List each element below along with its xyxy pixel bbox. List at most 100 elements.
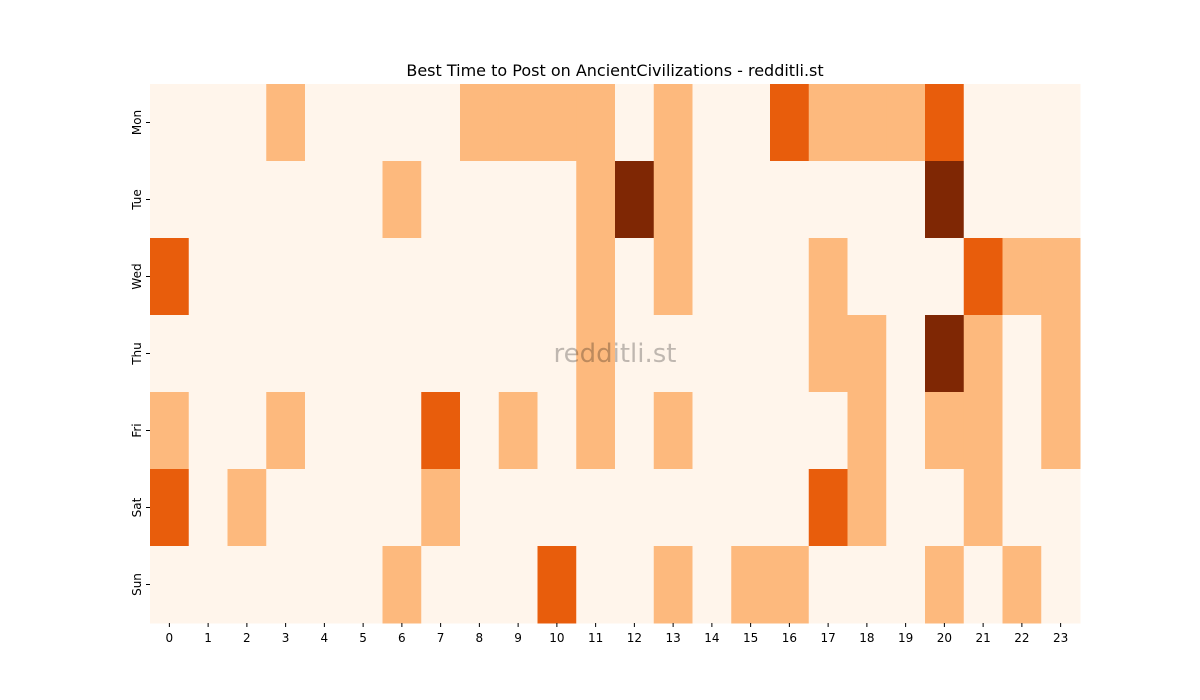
heatmap-cell: [925, 84, 965, 162]
heatmap-cell: [1041, 315, 1081, 393]
heatmap-cell: [460, 392, 500, 470]
heatmap-cell: [692, 469, 732, 547]
heatmap-cell: [886, 84, 926, 162]
heatmap-cell: [188, 315, 228, 393]
heatmap-cell: [1041, 238, 1081, 316]
heatmap-cell: [576, 84, 616, 162]
heatmap-cell: [537, 238, 577, 316]
heatmap-cell: [847, 392, 887, 470]
heatmap-cell: [615, 546, 655, 624]
heatmap-cell: [382, 546, 422, 624]
heatmap-cell: [421, 238, 461, 316]
x-tick-label: 20: [937, 631, 952, 645]
heatmap-cell: [343, 84, 383, 162]
heatmap-cell: [1041, 392, 1081, 470]
heatmap-cell: [886, 469, 926, 547]
heatmap-cell: [421, 161, 461, 239]
x-tick-label: 10: [549, 631, 564, 645]
heatmap-cell: [1041, 469, 1081, 547]
chart-title: Best Time to Post on AncientCivilization…: [406, 61, 823, 80]
heatmap-cell: [150, 84, 190, 162]
heatmap-cell: [188, 161, 228, 239]
heatmap-cell: [770, 315, 810, 393]
watermark-text: redditli.st: [554, 339, 677, 369]
heatmap-cell: [731, 238, 771, 316]
heatmap-cell: [653, 546, 693, 624]
heatmap-cell: [847, 238, 887, 316]
heatmap-cell: [576, 469, 616, 547]
heatmap-cell: [847, 546, 887, 624]
heatmap-cell: [305, 238, 345, 316]
heatmap-cell: [421, 84, 461, 162]
x-tick-label: 0: [166, 631, 174, 645]
heatmap-cell: [460, 546, 500, 624]
x-tick-label: 14: [704, 631, 719, 645]
heatmap-cell: [692, 238, 732, 316]
heatmap-cell: [886, 161, 926, 239]
y-tick-label: Wed: [130, 263, 144, 289]
heatmap-cell: [188, 84, 228, 162]
heatmap-cell: [731, 315, 771, 393]
heatmap-cell: [770, 392, 810, 470]
x-tick-label: 2: [243, 631, 251, 645]
heatmap-cell: [576, 546, 616, 624]
heatmap-cell: [576, 392, 616, 470]
heatmap-cell: [266, 84, 306, 162]
x-tick-label: 23: [1053, 631, 1068, 645]
y-tick-label: Tue: [130, 189, 144, 211]
heatmap-cell: [731, 161, 771, 239]
y-tick-label: Mon: [130, 110, 144, 135]
heatmap-cell: [615, 161, 655, 239]
heatmap-cell: [770, 84, 810, 162]
heatmap-cell: [498, 392, 538, 470]
heatmap-cell: [1002, 84, 1042, 162]
heatmap-cell: [343, 315, 383, 393]
heatmap-cell: [343, 546, 383, 624]
heatmap-cell: [925, 469, 965, 547]
heatmap-cell: [343, 161, 383, 239]
heatmap-cell: [808, 392, 848, 470]
heatmap-cell: [615, 392, 655, 470]
heatmap-cell: [615, 469, 655, 547]
x-tick-label: 17: [820, 631, 835, 645]
heatmap-cell: [731, 469, 771, 547]
heatmap-cell: [963, 161, 1003, 239]
x-tick-label: 5: [359, 631, 367, 645]
heatmap-cell: [227, 161, 267, 239]
heatmap-cell: [421, 315, 461, 393]
heatmap-cell: [227, 315, 267, 393]
heatmap-cell: [150, 546, 190, 624]
heatmap-cell: [537, 315, 577, 393]
heatmap-cell: [615, 84, 655, 162]
heatmap-cell: [305, 84, 345, 162]
heatmap-cell: [227, 469, 267, 547]
heatmap-cell: [266, 392, 306, 470]
heatmap-cell: [925, 546, 965, 624]
x-tick-label: 18: [859, 631, 874, 645]
x-tick-label: 19: [898, 631, 913, 645]
heatmap-cell: [963, 392, 1003, 470]
heatmap-cell: [576, 238, 616, 316]
heatmap-cell: [498, 238, 538, 316]
heatmap-cell: [808, 315, 848, 393]
heatmap-cell: [188, 392, 228, 470]
heatmap-cell: [188, 469, 228, 547]
heatmap-cell: [770, 238, 810, 316]
heatmap-cell: [808, 84, 848, 162]
heatmap-cell: [537, 84, 577, 162]
heatmap-cell: [886, 315, 926, 393]
heatmap-cell: [963, 238, 1003, 316]
heatmap-cell: [808, 238, 848, 316]
x-tick-label: 1: [204, 631, 212, 645]
heatmap-cell: [1002, 315, 1042, 393]
x-tick-label: 3: [282, 631, 290, 645]
heatmap-cell: [343, 238, 383, 316]
heatmap-cell: [963, 84, 1003, 162]
heatmap-cell: [692, 84, 732, 162]
heatmap-cell: [266, 161, 306, 239]
heatmap-cell: [615, 315, 655, 393]
heatmap-cell: [731, 84, 771, 162]
heatmap-cell: [305, 469, 345, 547]
heatmap-cell: [227, 238, 267, 316]
